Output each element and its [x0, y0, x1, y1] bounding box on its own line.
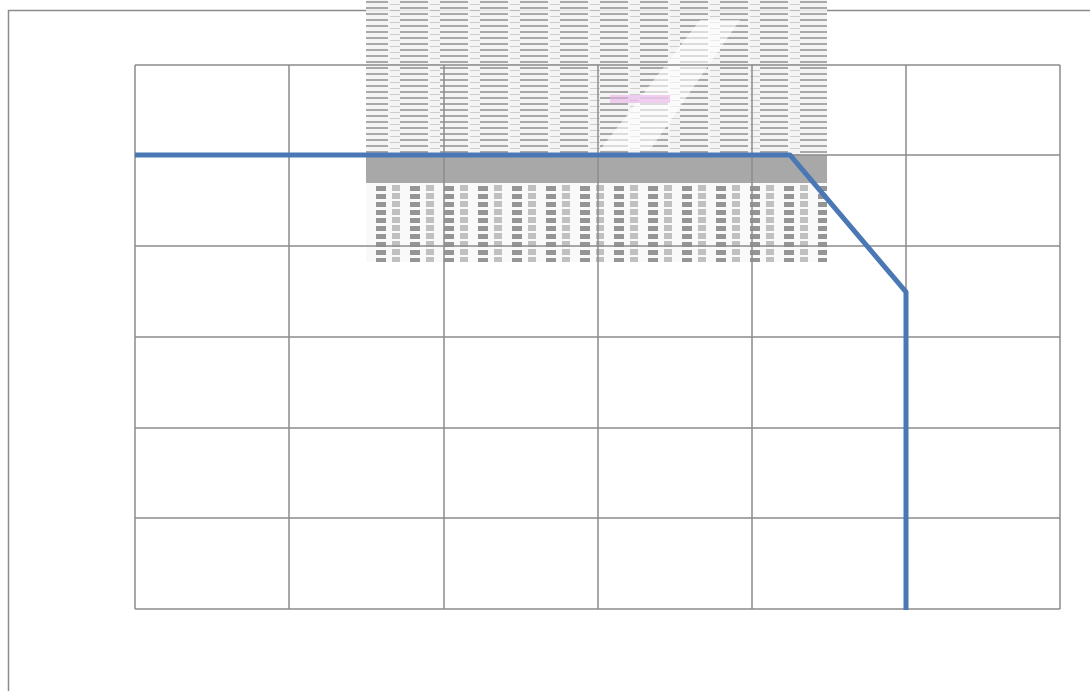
blue-line: [135, 152, 909, 610]
background-image: [366, 0, 827, 262]
grid: [134, 64, 1061, 610]
